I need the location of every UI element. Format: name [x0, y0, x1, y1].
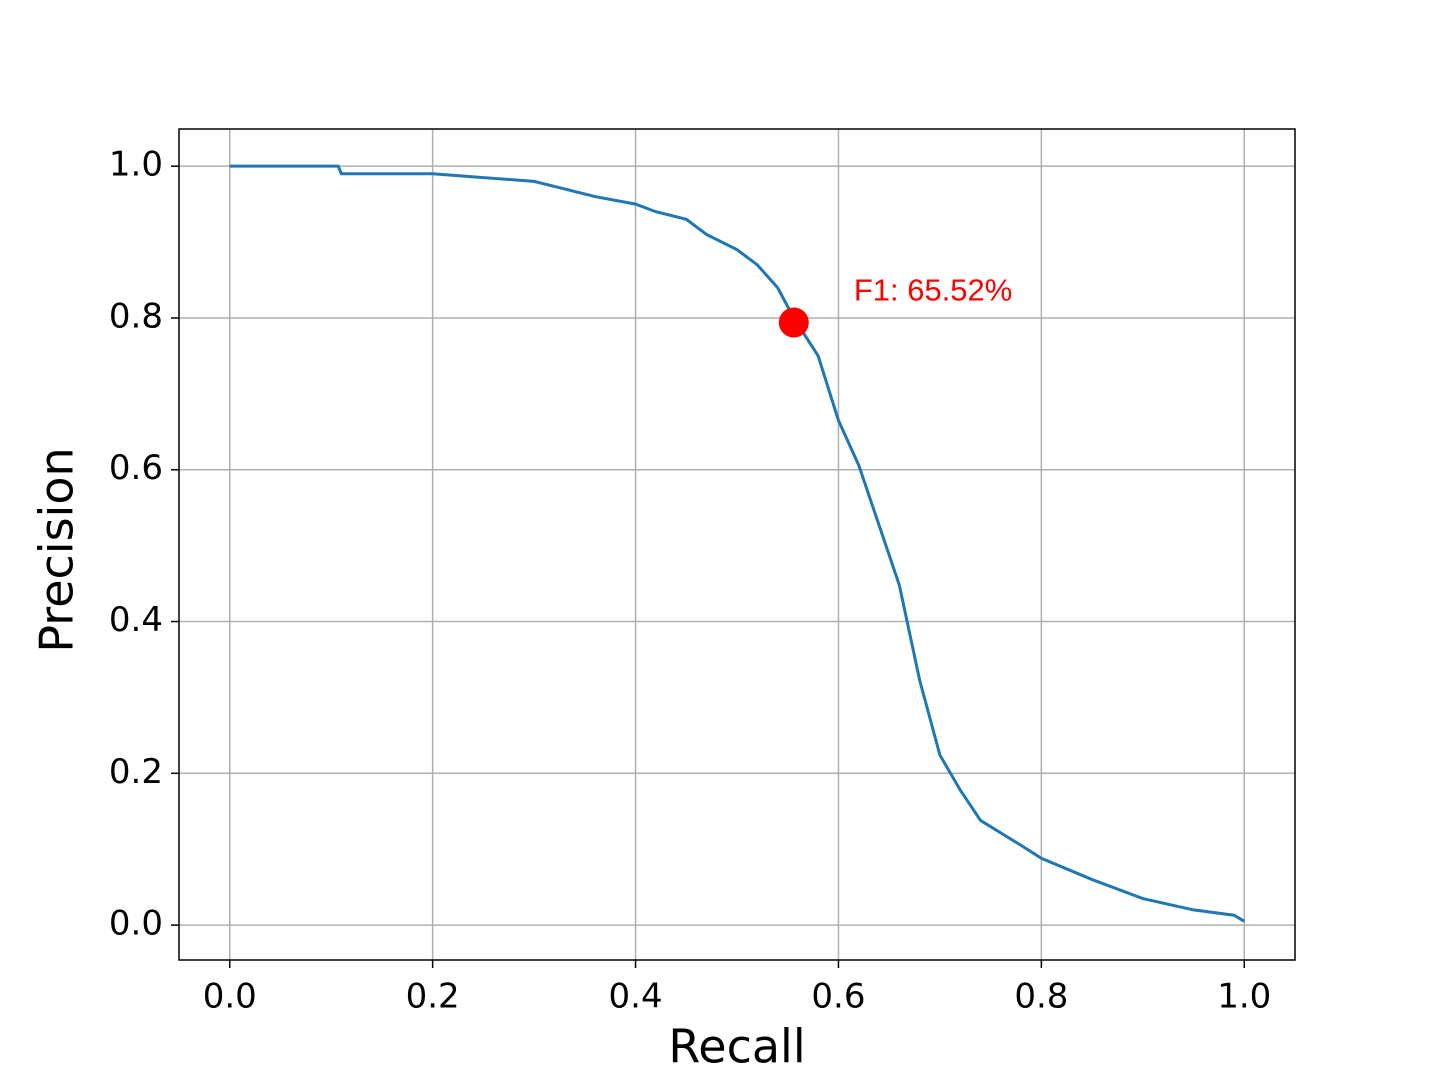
x-tick-label: 0.2 — [406, 977, 460, 1017]
y-tick-label: 0.6 — [109, 448, 163, 488]
line — [229, 164, 1246, 923]
highlight-point — [778, 307, 809, 338]
x-tick-label: 0.8 — [1014, 977, 1068, 1017]
y-tick-label: 0.2 — [109, 752, 163, 792]
y-tick-label: 0.8 — [109, 296, 163, 336]
x-tick-label: 1.0 — [1217, 977, 1271, 1017]
x-tick-label: 0.6 — [811, 977, 865, 1017]
x-axis-label: Recall — [668, 1020, 805, 1074]
x-tick-label: 0.4 — [609, 977, 663, 1017]
y-tick-label: 0.0 — [109, 904, 163, 944]
x-tick-label: 0.0 — [203, 977, 257, 1017]
y-axis-label: Precision — [30, 447, 84, 652]
annotation: F1: 65.52% — [854, 273, 1013, 308]
y-tick-label: 1.0 — [109, 145, 163, 185]
plot-frame — [178, 128, 1296, 961]
y-tick-label: 0.4 — [109, 600, 163, 640]
